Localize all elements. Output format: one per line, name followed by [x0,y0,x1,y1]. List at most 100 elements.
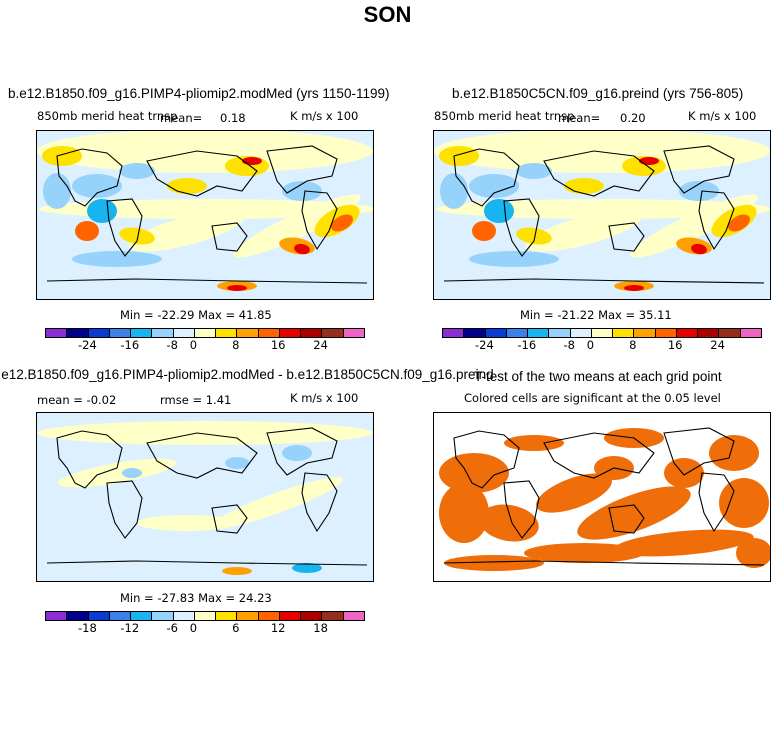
colorbar-swatch [698,329,720,337]
panel3-colorbar [45,611,365,621]
field-contour [484,199,514,223]
field-contour [294,243,310,255]
coastline [266,427,338,476]
colorbar-swatch [591,329,614,337]
coastline [146,432,258,479]
field-contour [128,210,246,252]
colorbar-tick-label: -6 [166,621,178,635]
coastline [211,222,248,252]
significant-cells [524,543,644,563]
panel2-map [433,130,771,300]
colorbar-swatch [506,329,529,337]
colorbar-swatch [109,612,132,620]
panel1-mean-value: 0.18 [220,111,246,125]
field-contour [472,221,496,241]
panel3-mean: mean = -0.02 [37,393,117,407]
panel2-title: b.e12.B1850C5CN.f09_g16.preind (yrs 756-… [452,86,744,101]
coastline [453,430,520,489]
field-contour [282,445,312,461]
field-contour [222,567,252,575]
colorbar-swatch [173,612,195,620]
colorbar-swatch [131,612,153,620]
field-contour [211,477,343,529]
panel1-colorbar-ticks: -24 -16 -8 0 8 16 24 [45,338,363,352]
field-contour [119,163,155,179]
panel3-field [37,413,373,581]
colorbar-swatch [258,612,280,620]
significant-cells [439,453,509,493]
colorbar-swatch [343,329,364,337]
colorbar-tick-label: -24 [474,338,494,352]
colorbar-tick-label: -12 [120,621,140,635]
field-contour [440,173,468,209]
coastline [106,198,143,257]
colorbar-swatch [46,612,68,620]
significant-cells [709,435,759,471]
colorbar-swatch [109,329,132,337]
colorbar-swatch [194,329,217,337]
colorbar-swatch [237,612,259,620]
field-contour [42,146,82,166]
colorbar-tick-label: 16 [270,338,286,352]
panel2-units: K m/s x 100 [688,109,757,123]
field-contour [691,243,707,255]
colorbar-swatch [676,329,699,337]
colorbar-tick-label: -16 [120,338,140,352]
panel3-title: b.e12.B1850.f09_g16.PIMP4-pliomip2.modMe… [0,367,494,382]
colorbar-tick-label: -8 [563,338,575,352]
colorbar-tick-label: -8 [166,338,178,352]
field-contour [282,181,322,201]
colorbar-swatch [655,329,677,337]
colorbar-swatch [194,612,217,620]
panel2-subtitle: 850mb merid heat trnsp [434,109,575,123]
panel2-field [434,131,770,299]
significant-cells [439,483,489,543]
panel1-field [37,131,373,299]
field-contour [72,174,122,198]
colorbar-tick-label: 18 [313,621,328,635]
field-contour [439,146,479,166]
significant-cells [479,504,539,542]
coastline [46,560,368,566]
panel3-map [36,412,374,582]
colorbar-swatch [613,329,635,337]
colorbar-swatch [46,329,68,337]
colorbar-swatch [258,329,280,337]
field-contour [43,173,71,209]
coastline [146,150,258,197]
colorbar-swatch [152,329,174,337]
coastline [56,148,123,207]
colorbar-swatch [237,329,259,337]
panel2-mean-value: 0.20 [620,111,646,125]
significant-cells [577,486,691,540]
colorbar-swatch [216,329,238,337]
coastline [211,504,248,534]
colorbar-tick-label: 8 [629,338,637,352]
field-contour [630,194,758,258]
field-contour [469,251,559,267]
significant-cells [444,555,544,571]
colorbar-swatch [301,612,323,620]
colorbar-tick-label: 6 [232,621,240,635]
colorbar-swatch [322,329,344,337]
field-contour [242,157,262,165]
significant-cells [719,478,769,528]
panel2-colorbar-ticks: -24 -16 -8 0 8 16 24 [442,338,760,352]
field-contour [227,285,247,291]
colorbar-swatch [88,612,110,620]
field-contour [233,194,361,258]
coastline [698,190,735,251]
panel3-rmse: rmse = 1.41 [160,393,232,407]
panel1-subtitle: 850mb merid heat trnsp [37,109,178,123]
colorbar-swatch [322,612,344,620]
colorbar-swatch [301,329,323,337]
colorbar-swatch [485,329,507,337]
coastline [663,427,735,476]
colorbar-swatch [443,329,465,337]
colorbar-swatch [528,329,550,337]
colorbar-tick-label: 0 [189,338,198,352]
panel2-minmax: Min = -21.22 Max = 35.11 [520,308,672,322]
field-contour [436,199,770,219]
field-contour [624,285,644,291]
panel2-mean-label: mean= [558,111,601,125]
